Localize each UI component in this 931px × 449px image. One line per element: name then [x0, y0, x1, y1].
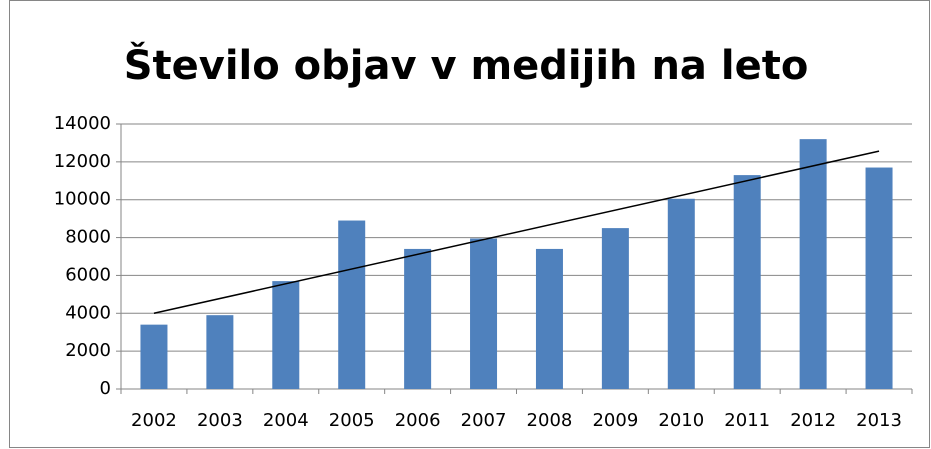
y-tick-label: 12000	[54, 151, 111, 172]
bar	[140, 324, 168, 389]
chart-title: Število objav v medijih na leto	[124, 41, 809, 89]
bar	[733, 175, 761, 389]
y-tick-label: 2000	[65, 340, 111, 361]
x-tick-label: 2007	[461, 410, 507, 431]
bar	[601, 228, 629, 389]
bar	[338, 220, 366, 389]
x-tick-label: 2013	[856, 410, 902, 431]
trendline	[153, 150, 880, 315]
x-tick-label: 2005	[329, 410, 375, 431]
bar	[865, 167, 893, 389]
bar	[206, 315, 234, 389]
x-tick-label: 2006	[395, 410, 441, 431]
y-tick-label: 8000	[65, 227, 111, 248]
chart-border	[9, 0, 930, 448]
bar	[535, 248, 563, 389]
x-tick-label: 2012	[790, 410, 836, 431]
y-tick-label: 0	[100, 378, 111, 399]
x-tick-label: 2011	[724, 410, 770, 431]
y-tick-label: 6000	[65, 264, 111, 285]
x-tick-label: 2010	[658, 410, 704, 431]
x-tick-label: 2003	[197, 410, 243, 431]
y-tick-label: 10000	[54, 189, 111, 210]
bar	[799, 139, 827, 389]
bar	[404, 248, 432, 389]
y-tick-label: 4000	[65, 302, 111, 323]
x-tick-label: 2004	[263, 410, 309, 431]
bar	[272, 281, 300, 389]
x-tick-label: 2008	[527, 410, 573, 431]
y-tick-label: 14000	[54, 113, 111, 134]
bar	[470, 238, 498, 389]
bar	[667, 198, 695, 389]
x-tick-label: 2009	[592, 410, 638, 431]
x-tick-label: 2002	[131, 410, 177, 431]
